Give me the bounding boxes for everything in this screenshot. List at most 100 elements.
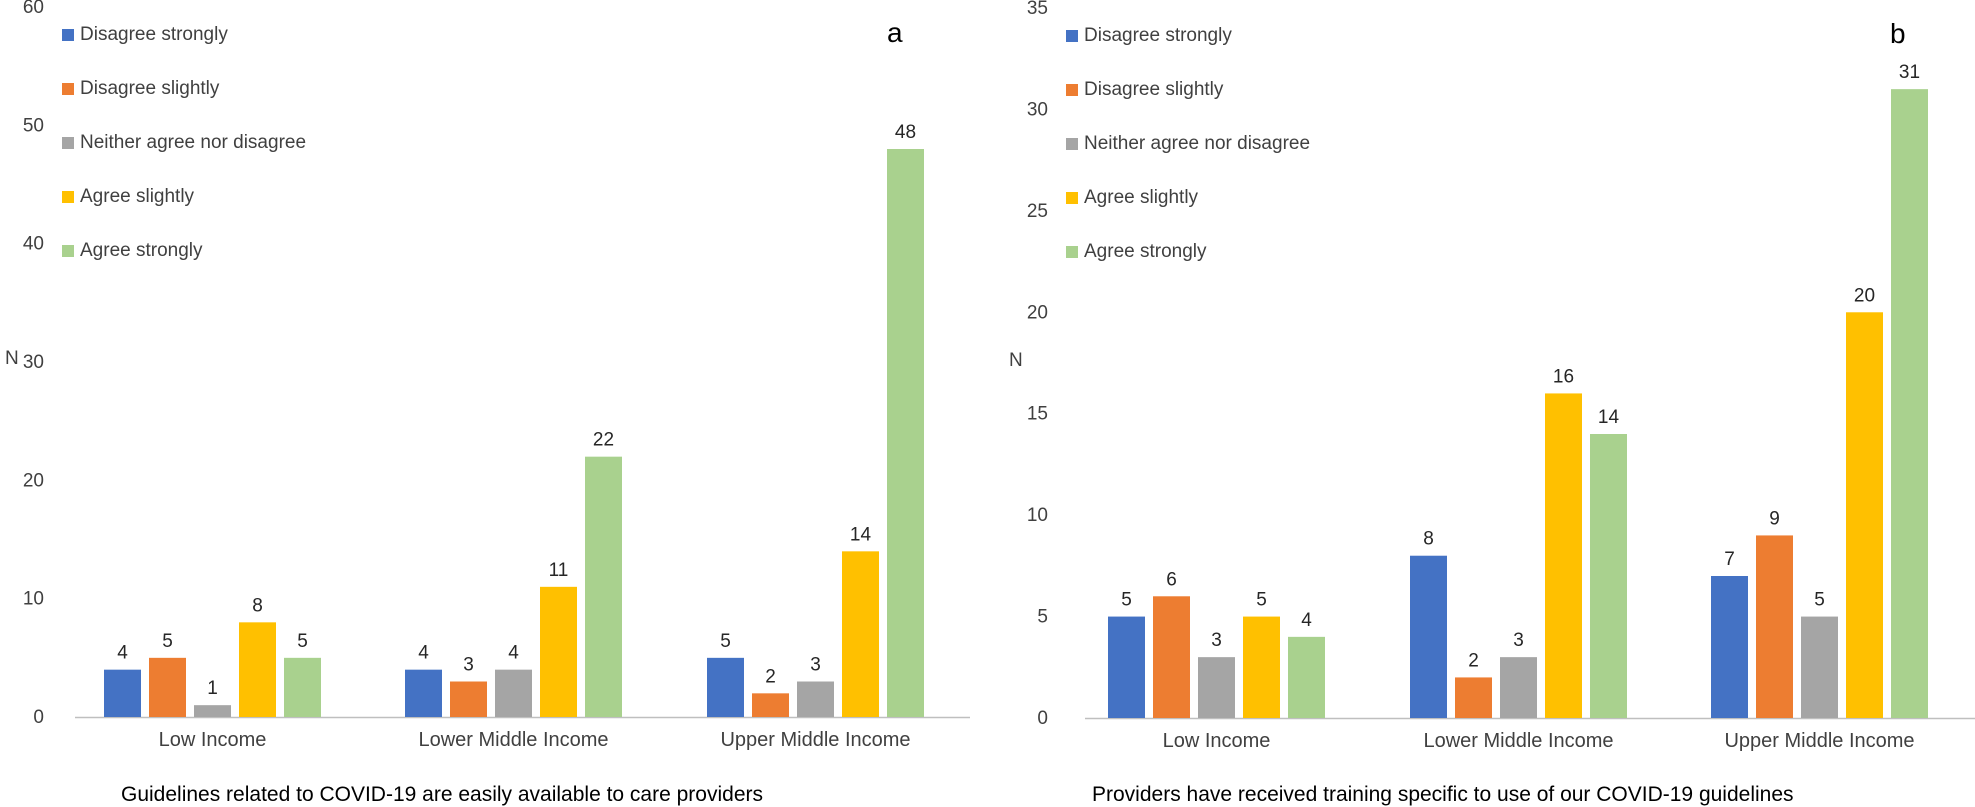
chart-a-data-label: 3	[463, 655, 474, 676]
chart-a-data-label: 22	[593, 430, 614, 451]
chart-a-bar	[194, 705, 231, 717]
chart-a-bar	[707, 657, 744, 717]
chart-a-legend-label: Neither agree nor disagree	[80, 132, 307, 153]
chart-a-bar	[887, 149, 924, 717]
chart-a-y-tick-label: 50	[23, 115, 44, 136]
chart-a-legend-item: Agree slightly	[62, 186, 194, 208]
chart-a-category-label: Lower Middle Income	[418, 729, 608, 751]
chart-a-y-tick-label: 30	[23, 352, 44, 373]
chart-b-bar	[1153, 596, 1190, 718]
bar-chart-a: 0 10 20 30 40 50 60 Na 4 5 1 8 5 Low Income 4 3 4 11 22 Low…	[5, 0, 970, 751]
chart-b-bar	[1801, 616, 1838, 718]
chart-a-bar	[752, 693, 789, 717]
chart-b-data-label: 16	[1553, 366, 1574, 387]
chart-b-legend-label: Disagree slightly	[1084, 79, 1224, 100]
chart-b-legend-swatch	[1066, 246, 1078, 258]
chart-b-data-label: 3	[1211, 630, 1222, 651]
chart-a-category-label: Low Income	[159, 729, 267, 751]
chart-b-data-label: 3	[1513, 630, 1524, 651]
chart-b-y-tick-label: 0	[1037, 708, 1048, 729]
chart-a-panel-letter: a	[887, 17, 903, 48]
chart-b-y-tick-label: 10	[1027, 505, 1048, 526]
chart-a-bar	[495, 669, 532, 717]
chart-b-data-label: 5	[1121, 590, 1132, 611]
chart-b-category-label: Lower Middle Income	[1423, 730, 1613, 752]
chart-b-y-tick-label: 5	[1037, 607, 1048, 628]
chart-a-bar	[540, 586, 577, 717]
chart-b-panel-letter: b	[1890, 18, 1906, 49]
chart-a-data-label: 4	[117, 643, 128, 664]
chart-a-y-tick-label: 60	[23, 0, 44, 18]
chart-b-legend-label: Disagree strongly	[1084, 25, 1232, 46]
chart-b-data-label: 31	[1899, 62, 1920, 83]
chart-b-legend-label: Agree slightly	[1084, 187, 1199, 208]
chart-b-bar	[1846, 312, 1883, 718]
chart-b-bar	[1891, 89, 1928, 718]
chart-b-legend-item: Disagree slightly	[1066, 79, 1223, 101]
chart-a-data-label: 14	[850, 524, 872, 545]
chart-a-legend-label: Disagree strongly	[80, 24, 228, 45]
chart-a-legend-label: Agree slightly	[80, 186, 195, 207]
chart-b-legend-item: Neither agree nor disagree	[1066, 133, 1310, 155]
chart-a-legend-item: Disagree strongly	[62, 24, 228, 46]
chart-b-data-label: 2	[1468, 650, 1479, 671]
chart-a-y-tick-label: 10	[23, 589, 44, 610]
chart-a-data-label: 3	[810, 655, 821, 676]
chart-a-y-axis-label: N	[5, 348, 19, 369]
chart-b-legend-swatch	[1066, 138, 1078, 150]
chart-b-legend-item: Disagree strongly	[1066, 25, 1232, 47]
chart-b-y-tick-label: 15	[1027, 404, 1048, 425]
chart-a-data-label: 1	[207, 678, 218, 699]
chart-b-data-label: 7	[1724, 549, 1735, 570]
chart-caption-a: Guidelines related to COVID-19 are easil…	[121, 783, 763, 806]
chart-a-y-tick-label: 20	[23, 470, 44, 491]
chart-b-legend-label: Neither agree nor disagree	[1084, 133, 1311, 154]
chart-a-data-label: 5	[162, 631, 173, 652]
chart-b-bar	[1410, 555, 1447, 718]
chart-a-legend-item: Agree strongly	[62, 240, 203, 262]
chart-b-legend-swatch	[1066, 30, 1078, 42]
chart-b-bar	[1288, 636, 1325, 718]
chart-a-data-label: 11	[549, 560, 569, 581]
chart-b-y-axis-label: N	[1009, 350, 1023, 371]
chart-a-data-label: 8	[252, 595, 263, 616]
chart-b-category-label: Low Income	[1163, 730, 1271, 752]
chart-b-data-label: 14	[1598, 407, 1620, 428]
chart-a-legend-swatch	[62, 245, 74, 257]
chart-b-bar	[1756, 535, 1793, 718]
chart-a-bar	[842, 551, 879, 717]
chart-a-data-label: 5	[297, 631, 308, 652]
chart-a-bar	[450, 681, 487, 717]
chart-b-bar	[1455, 677, 1492, 718]
chart-b-data-label: 6	[1166, 569, 1177, 590]
chart-b-y-tick-label: 25	[1027, 201, 1048, 222]
chart-b-data-label: 8	[1423, 529, 1434, 550]
chart-a-category-label: Upper Middle Income	[720, 729, 910, 751]
chart-a-legend-swatch	[62, 29, 74, 41]
chart-b-bar	[1590, 434, 1627, 718]
chart-a-legend-item: Neither agree nor disagree	[62, 132, 306, 154]
chart-b-bar	[1108, 616, 1145, 718]
chart-a-legend-swatch	[62, 191, 74, 203]
chart-b-legend-label: Agree strongly	[1084, 241, 1207, 262]
chart-b-data-label: 4	[1301, 610, 1312, 631]
chart-a-bar	[104, 669, 141, 717]
chart-a-y-tick-label: 40	[23, 234, 44, 255]
chart-b-bar	[1243, 616, 1280, 718]
chart-a-legend-swatch	[62, 137, 74, 149]
chart-b-bar	[1198, 657, 1235, 718]
chart-b-bar	[1711, 576, 1748, 718]
chart-b-bar	[1545, 393, 1582, 718]
chart-a-bar	[405, 669, 442, 717]
chart-a-bar	[284, 657, 321, 717]
chart-a-data-label: 48	[895, 122, 916, 143]
chart-a-legend-item: Disagree slightly	[62, 78, 219, 100]
chart-a-data-label: 2	[765, 666, 776, 687]
chart-b-y-tick-label: 35	[1027, 0, 1048, 19]
chart-a-legend-label: Disagree slightly	[80, 78, 220, 99]
chart-a-bar	[149, 657, 186, 717]
chart-b-legend-swatch	[1066, 192, 1078, 204]
